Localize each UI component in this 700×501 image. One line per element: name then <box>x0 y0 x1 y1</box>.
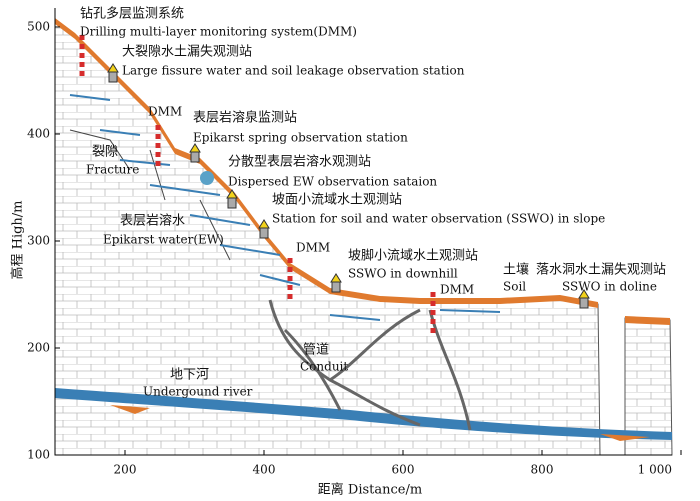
y-tick-label: 100 <box>27 448 50 462</box>
label-en: Large fissure water and soil leakage obs… <box>122 64 465 78</box>
label-cn: 表层岩溶泉监测站 <box>193 110 297 126</box>
y-tick-label: 500 <box>27 20 50 34</box>
dmm-label: DMM <box>296 241 330 255</box>
y-tick-label: 300 <box>27 234 50 248</box>
label-cn: 管道 <box>303 343 329 358</box>
y-tick-label: 400 <box>27 127 50 141</box>
y-axis-title: 高程 High/m <box>10 200 26 279</box>
x-tick-label: 800 <box>531 463 554 477</box>
label-en: Undergound river <box>143 385 253 399</box>
label-cn: 坡面小流域水土观测站 <box>272 193 402 208</box>
dmm-boreholes <box>79 35 436 335</box>
label-en: Epikarst water(EW) <box>103 233 224 247</box>
soil <box>625 316 670 325</box>
dmm-label: DMM <box>148 105 182 119</box>
spring <box>200 171 214 185</box>
label-cn: 分散型表层岩溶水观测站 <box>228 155 371 170</box>
label-cn: 表层岩溶水 <box>120 214 185 229</box>
stations <box>107 63 590 309</box>
label-en: Dispersed EW observation sataion <box>228 175 437 189</box>
dmm-label: DMM <box>440 283 474 297</box>
label-en: Epikarst spring observation station <box>193 131 408 145</box>
label-en: Fracture <box>86 163 139 177</box>
label-en: Soil <box>503 280 526 294</box>
label-cn: 落水洞水土漏失观测站 <box>536 262 666 278</box>
label-en: Station for soil and water observation (… <box>272 212 605 226</box>
x-tick-label: 200 <box>114 463 137 477</box>
label-cn: 大裂隙水土漏失观测站 <box>122 44 252 60</box>
y-tick-label: 200 <box>27 341 50 355</box>
x-tick-label: 400 <box>253 463 276 477</box>
label-en: SSWO in doline <box>562 280 657 294</box>
label-en: Drilling multi-layer monitoring system(D… <box>80 25 357 39</box>
label-en: SSWO in downhill <box>348 267 458 281</box>
label-cn: 钻孔多层监测系统 <box>80 6 184 22</box>
label-cn: 土壤 <box>503 262 529 278</box>
x-axis-title: 距离 Distance/m <box>318 482 422 498</box>
x-tick-label: 1 000 <box>638 463 672 477</box>
label-cn: 坡脚小流域水土观测站 <box>348 248 478 264</box>
label-en: Conduit <box>300 360 348 374</box>
epikarst-water <box>69 94 501 321</box>
conduit <box>268 299 472 431</box>
river <box>55 388 672 440</box>
label-cn: 地下河 <box>170 368 209 383</box>
label-cn: 裂隙 <box>92 145 118 160</box>
x-tick-label: 600 <box>392 463 415 477</box>
